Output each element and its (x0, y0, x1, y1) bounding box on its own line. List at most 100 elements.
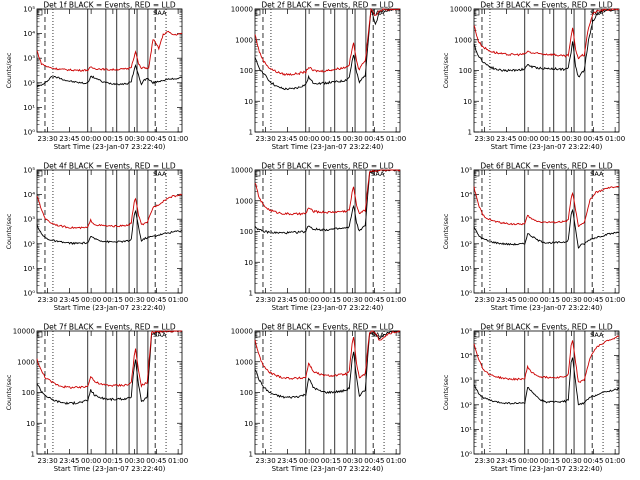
y-tick-label: 10 (244, 98, 253, 106)
x-tick-label: 01:00 (386, 457, 406, 465)
attenuator-box (255, 331, 261, 338)
y-tick-label: 10 (244, 420, 253, 428)
y-tick-label: 10³ (23, 55, 35, 63)
x-tick-label: 00:45 (364, 457, 384, 465)
x-tick-label: 01:00 (168, 135, 188, 143)
x-tick-label: 23:45 (59, 296, 79, 304)
y-tick-label: 1000 (235, 358, 253, 366)
events-series-line (473, 357, 620, 406)
y-axis-label: Counts/sec (5, 374, 13, 410)
x-tick-label: 00:45 (146, 296, 166, 304)
lld-series-line (254, 169, 401, 216)
x-axis-label: Start Time (23-Jan-07 23:22:40) (272, 143, 384, 151)
x-tick-label: 00:15 (103, 296, 123, 304)
y-tick-label: 1000 (235, 197, 253, 205)
y-tick-label: 10¹ (460, 265, 472, 273)
attenuator-box (474, 9, 480, 16)
plot-frame (36, 8, 183, 133)
y-tick-label: 10 (463, 98, 472, 106)
x-tick-label: 00:30 (125, 457, 145, 465)
y-tick-label: 10² (23, 79, 35, 87)
plot-frame (36, 169, 183, 294)
x-axis-label: Start Time (23-Jan-07 23:22:40) (54, 304, 166, 312)
x-tick-label: 00:30 (562, 296, 582, 304)
x-tick-label: 23:30 (475, 135, 495, 143)
x-tick-label: 01:00 (605, 296, 625, 304)
y-tick-label: 1 (31, 451, 35, 459)
x-tick-label: 01:00 (605, 457, 625, 465)
x-tick-label: 00:45 (364, 296, 384, 304)
x-axis-label: Start Time (23-Jan-07 23:22:40) (54, 465, 166, 473)
y-tick-label: 10000 (231, 167, 253, 175)
lld-series-line (36, 330, 182, 389)
x-tick-label: 00:15 (103, 135, 123, 143)
y-axis-label: Counts/sec (442, 213, 450, 249)
y-tick-label: 1000 (235, 36, 253, 44)
saa-annotation: SAA (590, 170, 604, 178)
x-tick-label: 23:30 (256, 457, 276, 465)
attenuator-box (37, 170, 43, 177)
x-tick-label: 23:30 (38, 296, 58, 304)
y-tick-label: 10¹ (23, 265, 35, 273)
y-tick-label: 100 (240, 67, 253, 75)
x-tick-label: 23:45 (59, 135, 79, 143)
x-tick-label: 00:30 (343, 457, 363, 465)
x-tick-label: 23:30 (475, 296, 495, 304)
x-tick-label: 00:30 (562, 135, 582, 143)
attenuator-box (255, 9, 261, 16)
y-tick-label: 10⁴ (460, 191, 472, 199)
lld-series-line (473, 185, 620, 228)
chart-title: Det 7f BLACK = Events, RED = LLD (43, 323, 176, 332)
y-tick-label: 10000 (231, 6, 253, 14)
x-tick-label: 00:00 (299, 135, 319, 143)
y-tick-label: 1000 (454, 36, 472, 44)
y-axis-label: Counts/sec (442, 52, 450, 88)
y-axis-label: Counts/sec (5, 52, 13, 88)
y-tick-label: 100 (459, 67, 472, 75)
x-tick-label: 23:30 (475, 457, 495, 465)
chart-title: Det 6f BLACK = Events, RED = LLD (480, 162, 613, 171)
attenuator-box (37, 331, 43, 338)
y-tick-label: 100 (22, 389, 35, 397)
x-tick-label: 00:45 (146, 457, 166, 465)
saa-annotation: SAA (153, 331, 167, 339)
chart-title: Det 1f BLACK = Events, RED = LLD (43, 1, 176, 10)
x-axis-label: Start Time (23-Jan-07 23:22:40) (272, 304, 384, 312)
chart-title: Det 4f BLACK = Events, RED = LLD (43, 162, 176, 171)
x-tick-label: 23:45 (59, 457, 79, 465)
y-tick-label: 100 (240, 228, 253, 236)
events-series-line (473, 8, 619, 78)
events-series-line (36, 330, 183, 406)
y-tick-label: 1 (249, 129, 253, 137)
x-tick-label: 00:15 (540, 296, 560, 304)
events-series-line (36, 209, 183, 245)
y-tick-label: 1 (249, 290, 253, 298)
x-axis-label: Start Time (23-Jan-07 23:22:40) (272, 465, 384, 473)
plot-frame (36, 330, 183, 455)
saa-annotation: SAA (153, 170, 167, 178)
y-tick-label: 10³ (460, 377, 472, 385)
chart-title: Det 8f BLACK = Events, RED = LLD (261, 323, 394, 332)
plot-frame (473, 169, 620, 294)
chart-panel-4: Det 4f BLACK = Events, RED = LLD 10⁰ 10¹ 10… (5, 162, 188, 313)
y-tick-label: 10⁰ (460, 451, 472, 459)
events-series-line (254, 8, 401, 91)
attenuator-box (474, 170, 480, 177)
chart-panel-7: Det 7f BLACK = Events, RED = LLD 1 10 100 10… (5, 323, 188, 474)
y-tick-label: 10000 (450, 6, 472, 14)
x-tick-label: 00:45 (364, 135, 384, 143)
x-tick-label: 00:00 (81, 457, 101, 465)
x-tick-label: 00:30 (343, 135, 363, 143)
x-tick-label: 00:15 (321, 135, 341, 143)
x-tick-label: 01:00 (168, 296, 188, 304)
x-tick-label: 00:45 (583, 135, 603, 143)
saa-annotation: SAA (371, 331, 385, 339)
x-axis-label: Start Time (23-Jan-07 23:22:40) (491, 143, 603, 151)
x-tick-label: 00:45 (583, 457, 603, 465)
y-tick-label: 10⁰ (23, 290, 35, 298)
saa-annotation: SAA (590, 331, 604, 339)
y-axis-label: Counts/sec (5, 213, 13, 249)
x-tick-label: 00:30 (125, 296, 145, 304)
lld-series-line (473, 335, 620, 384)
